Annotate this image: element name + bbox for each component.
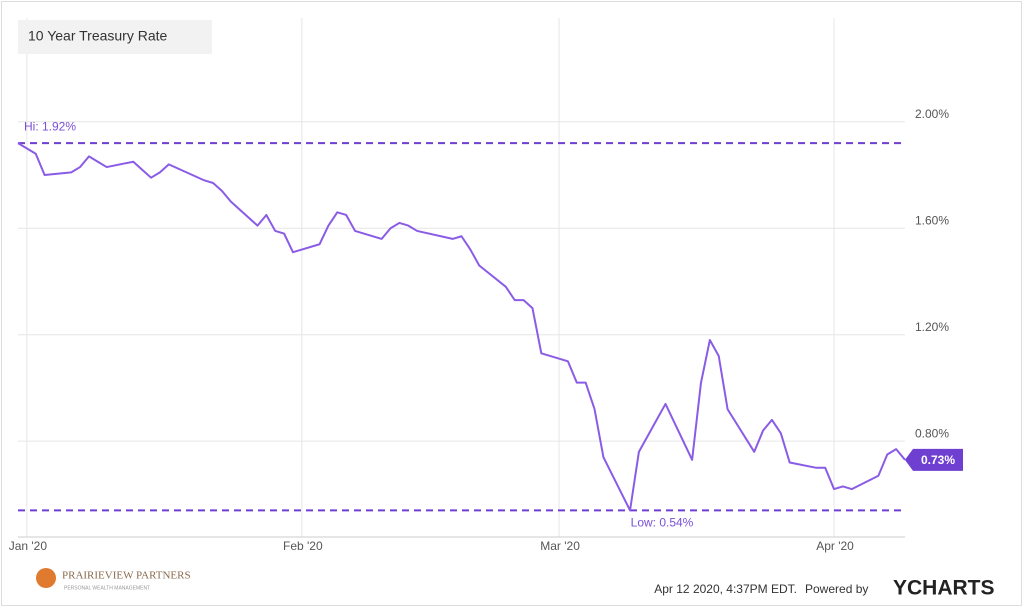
marks: Hi: 1.92% Low: 0.54% 0.73% [17, 119, 963, 530]
y-tick-label: 0.80% [915, 426, 949, 440]
line [17, 142, 906, 512]
timestamp: Apr 12 2020, 4:37PM EDT. [654, 582, 797, 596]
chart-title: 10 Year Treasury Rate [28, 28, 168, 44]
powered-by: Powered by [805, 582, 868, 596]
brand: YCHARTS [893, 577, 995, 600]
x-tick-label: Jan '20 [9, 539, 48, 553]
y-tick-label: 1.20% [915, 320, 949, 334]
y-tick-label: 1.60% [915, 213, 949, 227]
logo-subtext: PERSONAL WEALTH MANAGEMENT [64, 585, 150, 591]
annotation-label: Low: 0.54% [631, 516, 694, 530]
annotation-label: Hi: 1.92% [24, 119, 76, 133]
x-tick-label: Apr '20 [816, 539, 854, 553]
x-tick-label: Mar '20 [540, 539, 580, 553]
last-value-box [905, 448, 963, 471]
grid: 0.80% 1.20% 1.60% 2.00% Jan '20 Feb '20 Mar '2… [9, 18, 949, 553]
logo-text: PRAIRIEVIEW PARTNERS [62, 570, 191, 582]
last-value-label: 0.73% [921, 453, 955, 467]
title-box [18, 20, 212, 54]
y-tick-label: 2.00% [915, 107, 949, 121]
logo: PRAIRIEVIEW PARTNERS PERSONAL WEALTH MAN… [36, 568, 191, 591]
x-tick-label: Feb '20 [283, 539, 323, 553]
logo-icon [36, 568, 56, 588]
